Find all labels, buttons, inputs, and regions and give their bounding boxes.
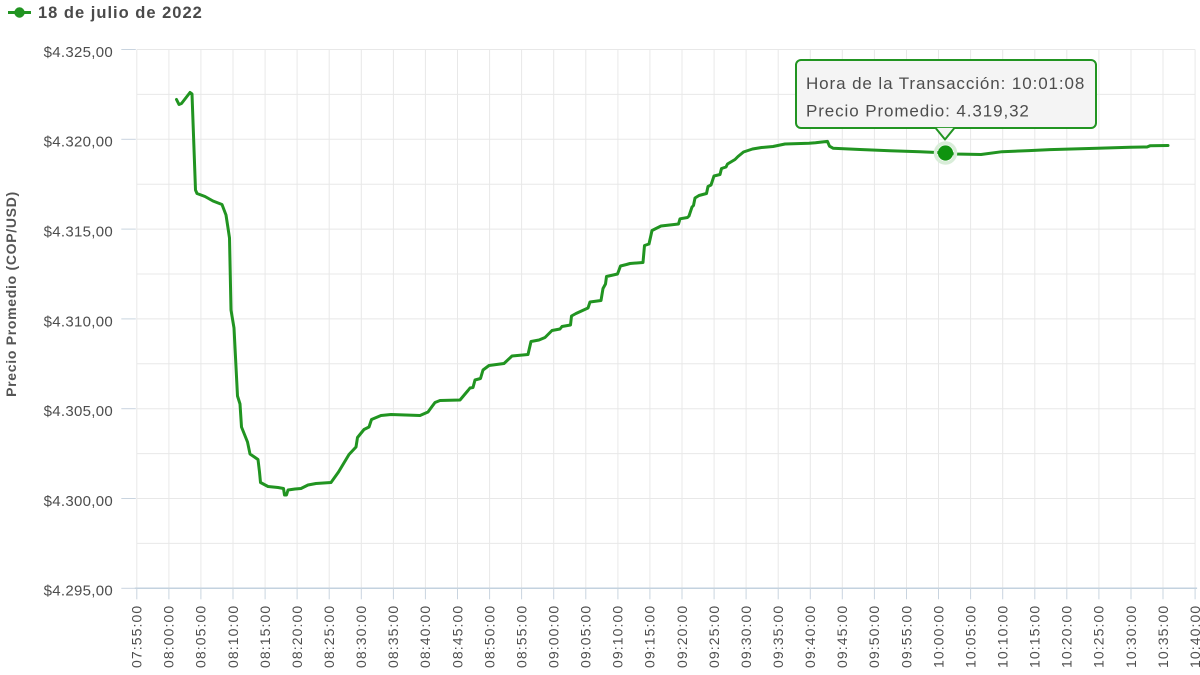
svg-text:Precio Promedio (COP/USD): Precio Promedio (COP/USD) <box>3 191 19 397</box>
svg-text:08:50:00: 08:50:00 <box>481 605 497 668</box>
svg-text:10:15:00: 10:15:00 <box>1027 605 1043 668</box>
svg-text:$4.305,00: $4.305,00 <box>44 403 113 420</box>
svg-text:10:30:00: 10:30:00 <box>1123 605 1139 668</box>
svg-text:09:30:00: 09:30:00 <box>738 605 754 668</box>
svg-text:08:00:00: 08:00:00 <box>161 605 177 668</box>
svg-text:07:55:00: 07:55:00 <box>129 605 145 668</box>
svg-text:$4.310,00: $4.310,00 <box>44 313 113 330</box>
svg-text:09:45:00: 09:45:00 <box>834 605 850 668</box>
svg-text:$4.315,00: $4.315,00 <box>44 224 113 241</box>
svg-text:09:55:00: 09:55:00 <box>898 605 914 668</box>
svg-text:08:15:00: 08:15:00 <box>257 605 273 668</box>
svg-text:10:05:00: 10:05:00 <box>962 605 978 668</box>
svg-text:09:10:00: 09:10:00 <box>610 605 626 668</box>
svg-text:08:45:00: 08:45:00 <box>449 605 465 668</box>
svg-text:08:35:00: 08:35:00 <box>385 605 401 668</box>
svg-text:Hora de la Transacción: 10:01:: Hora de la Transacción: 10:01:08 <box>806 74 1085 93</box>
svg-text:$4.325,00: $4.325,00 <box>44 44 113 61</box>
svg-text:09:35:00: 09:35:00 <box>770 605 786 668</box>
svg-text:08:20:00: 08:20:00 <box>289 605 305 668</box>
svg-text:09:50:00: 09:50:00 <box>866 605 882 668</box>
svg-text:10:20:00: 10:20:00 <box>1059 605 1075 668</box>
svg-text:08:10:00: 08:10:00 <box>225 605 241 668</box>
svg-text:08:05:00: 08:05:00 <box>193 605 209 668</box>
svg-text:09:20:00: 09:20:00 <box>674 605 690 668</box>
svg-text:$4.300,00: $4.300,00 <box>44 493 113 510</box>
svg-text:10:35:00: 10:35:00 <box>1155 605 1171 668</box>
svg-text:10:10:00: 10:10:00 <box>995 605 1011 668</box>
svg-text:09:15:00: 09:15:00 <box>642 605 658 668</box>
svg-text:09:40:00: 09:40:00 <box>802 605 818 668</box>
svg-text:08:55:00: 08:55:00 <box>513 605 529 668</box>
svg-text:08:30:00: 08:30:00 <box>353 605 369 668</box>
svg-text:08:40:00: 08:40:00 <box>417 605 433 668</box>
svg-text:10:40:00: 10:40:00 <box>1187 605 1200 668</box>
svg-text:18 de julio de 2022: 18 de julio de 2022 <box>38 4 203 22</box>
svg-text:Precio Promedio: 4.319,32: Precio Promedio: 4.319,32 <box>806 102 1030 121</box>
svg-text:09:05:00: 09:05:00 <box>578 605 594 668</box>
svg-text:10:25:00: 10:25:00 <box>1091 605 1107 668</box>
svg-text:09:00:00: 09:00:00 <box>546 605 562 668</box>
svg-text:$4.295,00: $4.295,00 <box>44 583 113 600</box>
svg-text:$4.320,00: $4.320,00 <box>44 134 113 151</box>
svg-text:09:25:00: 09:25:00 <box>706 605 722 668</box>
svg-text:10:00:00: 10:00:00 <box>930 605 946 668</box>
svg-text:08:25:00: 08:25:00 <box>321 605 337 668</box>
